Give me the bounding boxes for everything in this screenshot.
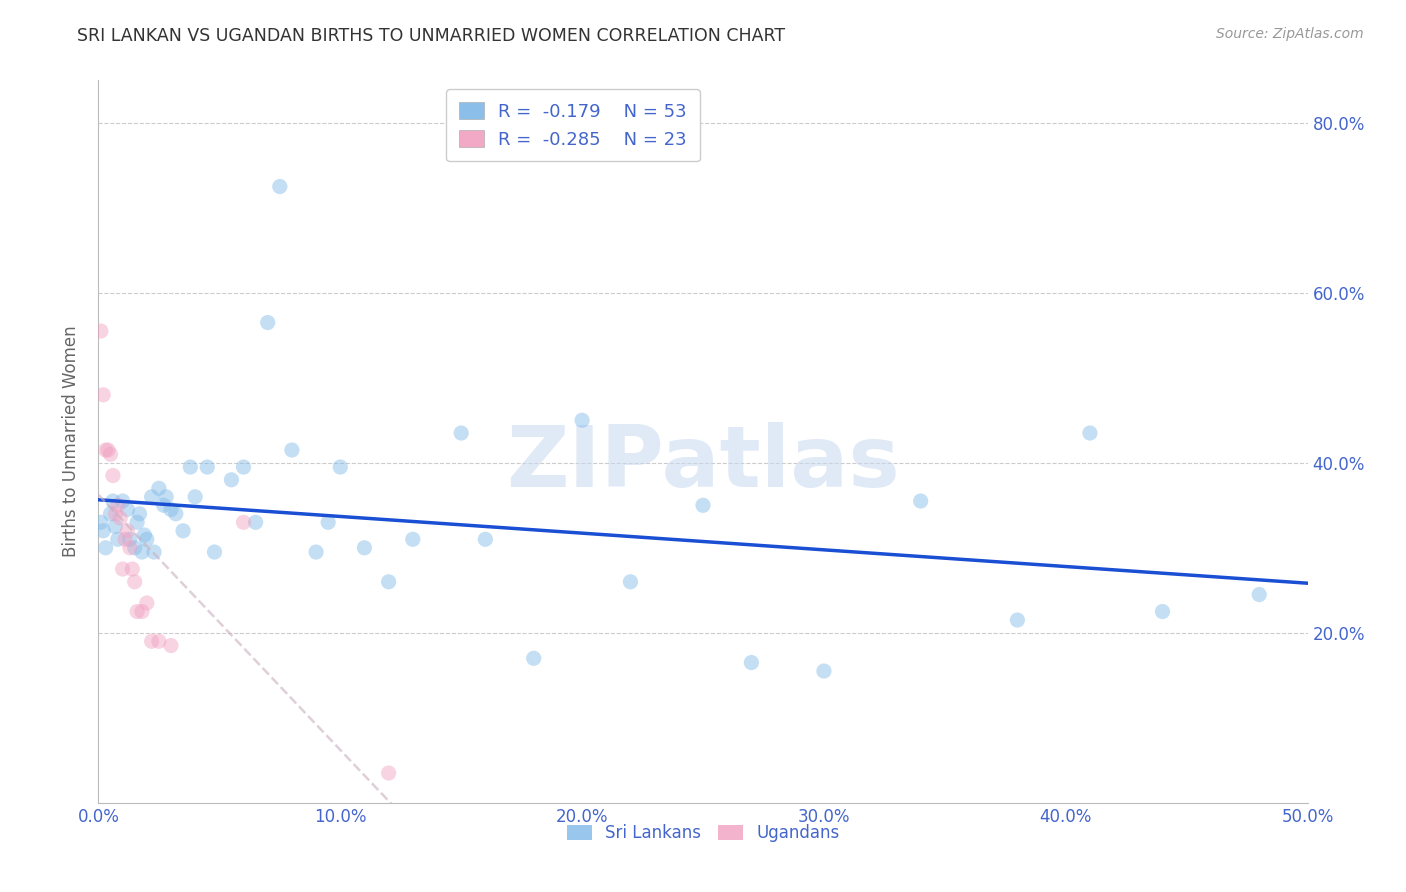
Point [1249,588,1271,602]
Point [117,524,139,538]
Point [692,498,714,512]
Point [155,490,177,504]
Point [143,545,166,559]
Point [269,179,291,194]
Point [118,541,141,555]
Point [134,528,156,542]
Point [97,443,120,458]
Point [118,533,141,547]
Point [179,460,201,475]
Text: ZIPatlas: ZIPatlas [506,422,900,505]
Point [131,605,153,619]
Point [121,562,143,576]
Point [135,533,157,547]
Point [160,502,183,516]
Point [141,634,163,648]
Point [172,524,194,538]
Point [94,541,117,555]
Y-axis label: Births to Unmarried Women: Births to Unmarried Women [62,326,80,558]
Point [135,596,157,610]
Point [377,766,399,780]
Point [256,316,278,330]
Point [107,498,129,512]
Point [1007,613,1029,627]
Point [813,664,835,678]
Point [104,507,127,521]
Point [127,605,149,619]
Point [100,447,122,461]
Text: Source: ZipAtlas.com: Source: ZipAtlas.com [1216,27,1364,41]
Point [329,460,352,475]
Point [281,443,304,458]
Point [94,443,117,458]
Point [114,533,136,547]
Point [91,524,114,538]
Point [100,507,122,521]
Point [184,490,207,504]
Point [111,494,134,508]
Point [131,545,153,559]
Point [523,651,546,665]
Point [101,468,124,483]
Point [160,639,183,653]
Point [127,516,149,530]
Point [108,511,131,525]
Point [148,481,170,495]
Point [474,533,496,547]
Point [91,388,114,402]
Point [450,425,472,440]
Point [305,545,328,559]
Point [128,507,150,521]
Point [90,324,112,338]
Point [232,460,254,475]
Point [316,516,339,530]
Point [111,562,134,576]
Point [402,533,425,547]
Point [107,533,129,547]
Point [377,574,399,589]
Point [571,413,593,427]
Point [619,574,641,589]
Point [1152,605,1174,619]
Point [195,460,218,475]
Text: SRI LANKAN VS UGANDAN BIRTHS TO UNMARRIED WOMEN CORRELATION CHART: SRI LANKAN VS UGANDAN BIRTHS TO UNMARRIE… [77,27,786,45]
Point [232,516,254,530]
Point [910,494,932,508]
Point [165,507,187,521]
Point [1078,425,1101,440]
Point [740,656,762,670]
Point [90,516,112,530]
Point [148,634,170,648]
Point [141,490,163,504]
Point [221,473,243,487]
Point [124,574,146,589]
Point [353,541,375,555]
Point [204,545,226,559]
Legend: Sri Lankans, Ugandans: Sri Lankans, Ugandans [560,817,846,848]
Point [124,541,146,555]
Point [101,494,124,508]
Point [152,498,174,512]
Point [117,502,139,516]
Point [245,516,267,530]
Point [104,519,127,533]
